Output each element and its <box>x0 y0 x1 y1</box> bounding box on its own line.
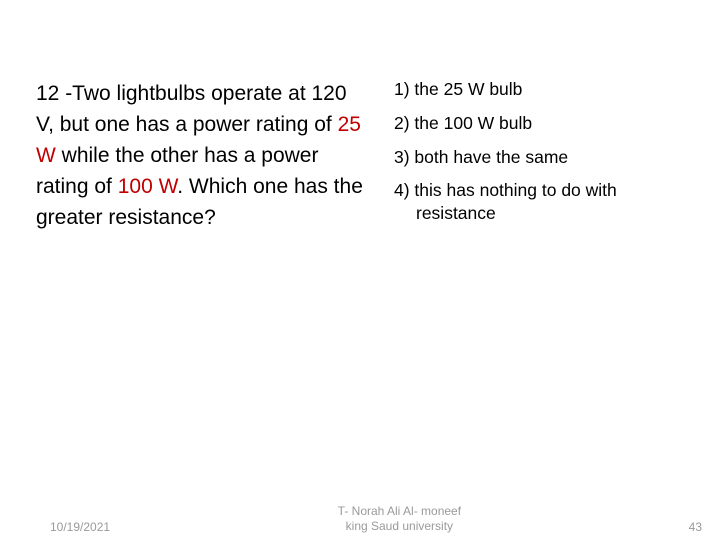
footer-author-line1: T- Norah Ali Al- moneef <box>338 504 461 518</box>
answer-4-line2: resistance <box>394 202 712 225</box>
answer-4: 4) this has nothing to do with resistanc… <box>394 179 712 225</box>
answer-1: 1) the 25 W bulb <box>394 78 712 101</box>
question-text: 12 -Two lightbulbs operate at 120 V, but… <box>36 78 366 233</box>
question-highlight-2: 100 W <box>118 175 178 198</box>
question-prefix: 12 -Two lightbulbs operate at 120 V, but… <box>36 82 347 136</box>
answer-3: 3) both have the same <box>394 146 712 169</box>
footer-author-line2: king Saud university <box>346 519 453 533</box>
footer-author: T- Norah Ali Al- moneef king Saud univer… <box>110 504 689 534</box>
footer-page-number: 43 <box>689 520 702 534</box>
answers-column: 1) the 25 W bulb 2) the 100 W bulb 3) bo… <box>394 78 712 233</box>
question-column: 12 -Two lightbulbs operate at 120 V, but… <box>36 78 366 233</box>
answer-4-line1: 4) this has nothing to do with <box>394 180 617 200</box>
answer-2: 2) the 100 W bulb <box>394 112 712 135</box>
footer-date: 10/19/2021 <box>50 520 110 534</box>
slide-content: 12 -Two lightbulbs operate at 120 V, but… <box>0 0 720 233</box>
slide-footer: 10/19/2021 T- Norah Ali Al- moneef king … <box>0 504 720 534</box>
answers-list: 1) the 25 W bulb 2) the 100 W bulb 3) bo… <box>394 78 712 225</box>
